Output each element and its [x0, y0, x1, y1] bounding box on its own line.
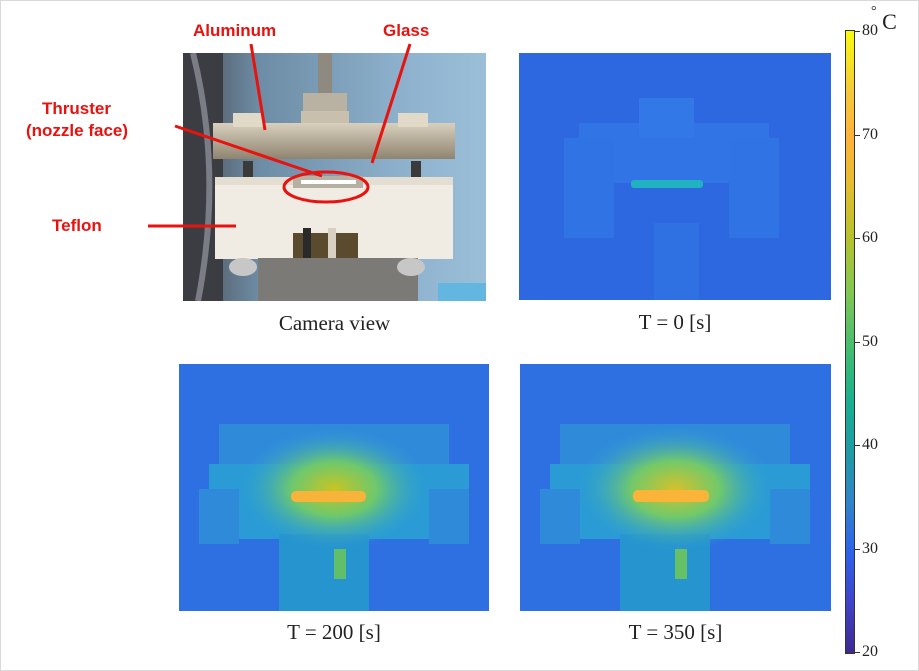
colorbar-tick	[855, 549, 860, 550]
unit-letter: C	[882, 9, 897, 34]
colorbar-tick-label: 50	[862, 333, 878, 350]
colorbar-unit: ° C	[871, 4, 897, 35]
colorbar-tick-label: 80	[862, 22, 878, 39]
colorbar-tick-label: 20	[862, 643, 878, 660]
thermal-image-t350	[520, 364, 831, 611]
label-thruster: Thruster	[42, 99, 111, 118]
colorbar-tick-label: 30	[862, 540, 878, 557]
camera-view-photo	[183, 53, 486, 301]
label-aluminum: Aluminum	[193, 21, 277, 40]
colorbar-tick	[855, 652, 860, 653]
colorbar-tick	[855, 445, 860, 446]
caption-t0: T = 0 [s]	[638, 310, 712, 334]
thermal-image-t200	[179, 364, 489, 611]
label-nozzle-face: (nozzle face)	[26, 121, 129, 140]
colorbar-tick-label: 60	[862, 229, 878, 246]
label-glass: Glass	[383, 21, 430, 40]
degree-symbol: °	[871, 3, 877, 19]
colorbar-tick	[855, 135, 860, 136]
label-teflon: Teflon	[52, 216, 102, 235]
caption-t200: T = 200 [s]	[287, 620, 381, 644]
thermal-image-t0	[519, 53, 831, 300]
colorbar-tick	[855, 31, 860, 32]
colorbar-tick	[855, 342, 860, 343]
colorbar	[845, 30, 855, 654]
colorbar-tick-label: 70	[862, 126, 878, 143]
colorbar-tick	[855, 238, 860, 239]
colorbar-tick-label: 40	[862, 436, 878, 453]
caption-camera-view: Camera view	[278, 311, 391, 335]
caption-t350: T = 350 [s]	[628, 620, 723, 644]
